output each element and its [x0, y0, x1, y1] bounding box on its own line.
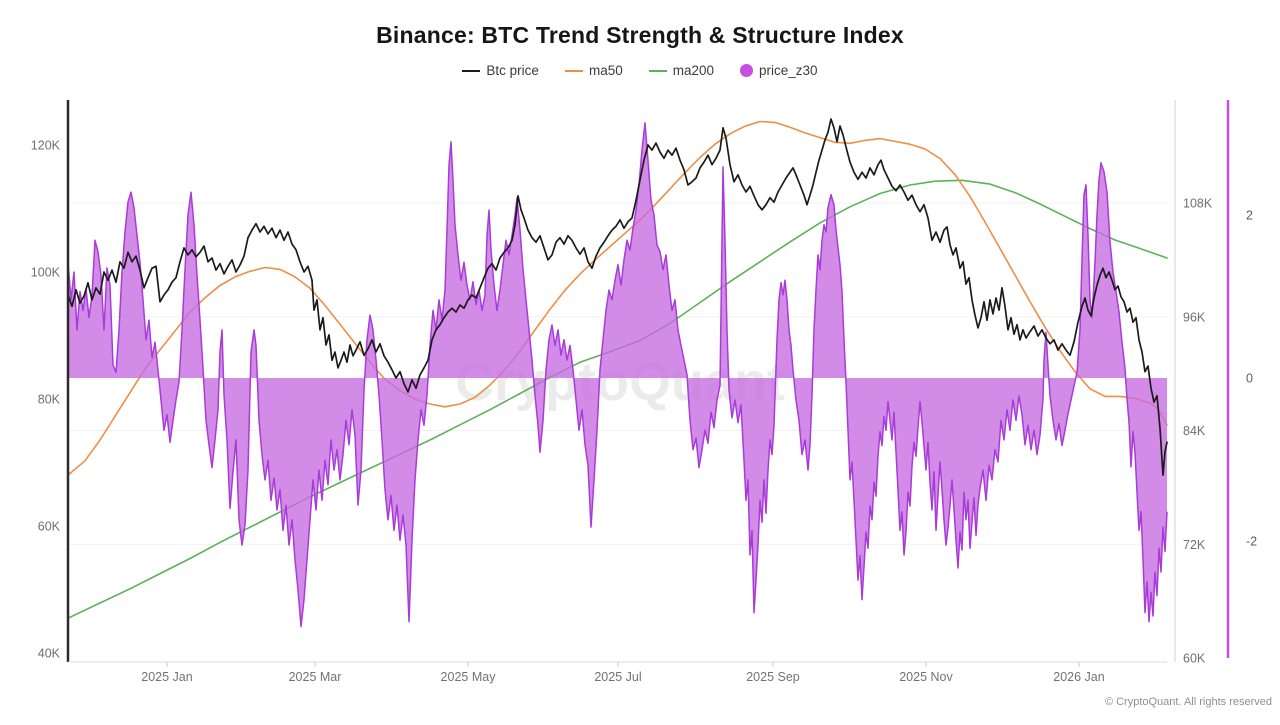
y-axis-right-tick-label: 60K: [1183, 652, 1206, 666]
x-axis-tick-label: 2025 Mar: [289, 670, 342, 684]
series-area-price-z30: [68, 122, 1167, 627]
x-axis-tick-label: 2025 Jan: [141, 670, 192, 684]
legend-item-btc-price[interactable]: Btc price: [462, 63, 539, 78]
x-axis-tick-label: 2026 Jan: [1053, 670, 1104, 684]
y-axis-right-tick-label: 84K: [1183, 424, 1206, 438]
legend-label: ma200: [672, 63, 715, 78]
z-axis-tick-label: -2: [1246, 535, 1257, 549]
z-axis-tick-label: 2: [1246, 209, 1253, 223]
series-line-ma50: [67, 120, 1168, 476]
legend-label: price_z30: [759, 63, 818, 78]
x-axis-tick-label: 2025 Sep: [746, 670, 800, 684]
series-line-btc-price: [67, 118, 1168, 477]
z-axis-tick-label: 0: [1246, 372, 1253, 386]
legend-item-ma50[interactable]: ma50: [564, 63, 623, 78]
y-axis-left-tick-label: 80K: [38, 393, 61, 407]
y-axis-left-tick-label: 100K: [31, 266, 61, 280]
legend-line-icon: [462, 69, 481, 72]
y-axis-right-tick-label: 96K: [1183, 310, 1206, 324]
y-axis-left-tick-label: 40K: [38, 647, 61, 661]
legend-item-price-z30[interactable]: price_z30: [740, 63, 818, 78]
y-axis-right-tick-label: 72K: [1183, 538, 1206, 552]
x-axis-tick-label: 2025 Nov: [899, 670, 953, 684]
y-axis-right-tick-label: 108K: [1183, 197, 1213, 211]
x-axis-tick-label: 2025 Jul: [594, 670, 641, 684]
legend-label: Btc price: [486, 63, 539, 78]
legend-label: ma50: [588, 63, 623, 78]
y-axis-left-tick-label: 120K: [31, 139, 61, 153]
page-title: Binance: BTC Trend Strength & Structure …: [376, 22, 904, 48]
chart-legend: Btc price ma50 ma200 price_z30: [0, 63, 1280, 78]
x-axis-tick-label: 2025 May: [441, 670, 497, 684]
legend-item-ma200[interactable]: ma200: [648, 63, 715, 78]
copyright-note: © CryptoQuant. All rights reserved: [1104, 696, 1272, 708]
legend-dot-icon: [740, 64, 754, 77]
legend-line-icon: [648, 69, 667, 72]
y-axis-left-tick-label: 60K: [38, 520, 61, 534]
series-line-price-z30: [67, 122, 1168, 628]
legend-line-icon: [564, 69, 583, 72]
